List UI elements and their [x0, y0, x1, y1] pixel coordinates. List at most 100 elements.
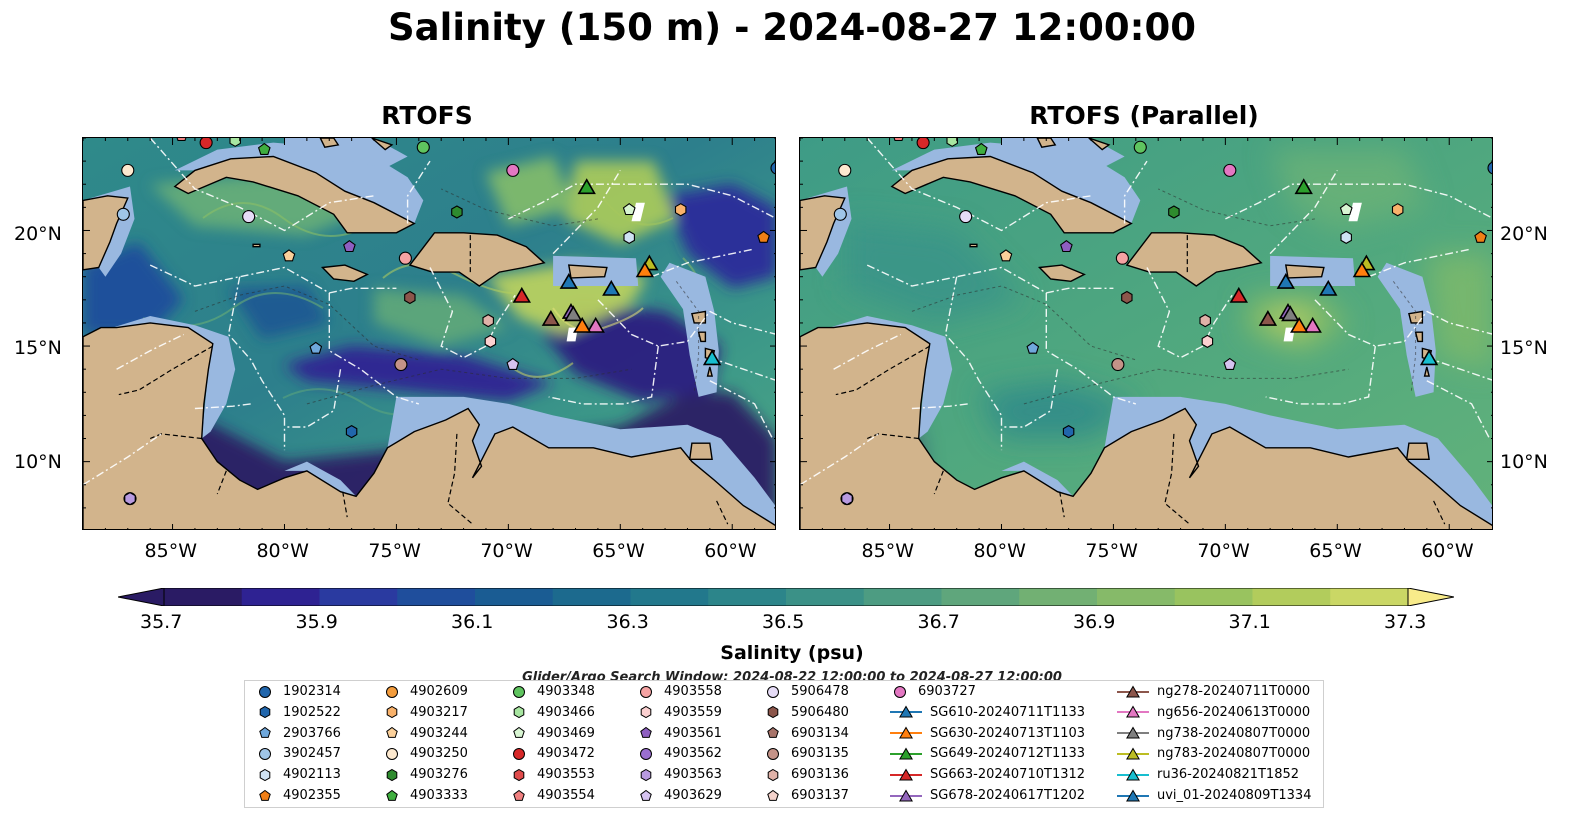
legend-marker-hexagon-icon [513, 706, 525, 719]
lat-tick-right-0: 20°N [1500, 223, 1548, 245]
colorbar [118, 588, 1454, 606]
marker-4903554 [893, 138, 904, 142]
marker-1902314 [1487, 161, 1492, 175]
legend-item: ng783-20240807T0000 [1117, 743, 1310, 764]
marker-6903727 [506, 163, 520, 177]
eez-boundary [284, 369, 342, 428]
colorbar-bin [241, 588, 320, 606]
colorbar-bin [1097, 588, 1176, 606]
panel-title-right: RTOFS (Parallel) [1029, 101, 1259, 130]
legend-label: SG663-20240710T1312 [930, 767, 1086, 783]
land-cuba [890, 155, 1133, 234]
legend-item: uvi_01-20240809T1334 [1117, 785, 1311, 806]
legend-marker-circle-icon [767, 685, 779, 698]
land-hisp [408, 232, 546, 287]
marker-4902355 [1474, 230, 1487, 243]
lon-tick-left-2: 75°W [368, 540, 421, 562]
legend-marker-hexagon-icon [513, 768, 525, 781]
marker-4903333 [974, 142, 988, 155]
bathymetry-contour [440, 188, 598, 227]
legend-label: ng278-20240711T0000 [1157, 684, 1311, 699]
marker-4903558 [1115, 251, 1129, 265]
marker-5906480 [404, 290, 416, 305]
legend-marker-triangle-icon [1117, 705, 1149, 718]
legend-item: 4903348 [509, 681, 595, 702]
colorbar-bin [164, 588, 243, 606]
legend-marker-circle-icon [259, 685, 271, 698]
legend-label: 4903466 [537, 704, 595, 720]
lon-tick-left-4: 65°W [592, 540, 645, 562]
marker-4903561 [343, 240, 356, 253]
legend-item: 4903561 [636, 723, 722, 744]
eez-boundary [548, 346, 659, 405]
marker-2903766 [309, 341, 323, 354]
colorbar-tick-0: 35.7 [140, 611, 183, 633]
colorbar-bin [863, 588, 942, 606]
legend-marker-circle-icon [767, 747, 779, 760]
legend-item: 4902113 [255, 764, 341, 785]
shelf-area [83, 186, 135, 277]
eez-boundary [149, 138, 375, 232]
legend-marker-triangle-icon [890, 705, 922, 718]
marker-ng738-20240807T0000 [564, 305, 583, 322]
map-panel-rtofs-parallel[interactable] [799, 137, 1493, 530]
land-central [83, 322, 775, 529]
legend-label: 4903333 [410, 788, 468, 803]
eez-boundary [116, 333, 185, 370]
lon-tick-right-1: 80°W [973, 540, 1026, 562]
eez-boundary [429, 267, 516, 359]
country-border [1059, 491, 1065, 518]
marker-4902113 [623, 230, 635, 245]
marker-4903472 [916, 138, 930, 150]
legend-item: 4903562 [636, 743, 722, 764]
legend-label: 1902522 [283, 704, 341, 720]
legend-marker-hexagon-icon [767, 768, 779, 781]
bathymetry-contour [306, 368, 632, 405]
eez-boundary [149, 264, 397, 294]
lon-tick-left-3: 70°W [480, 540, 533, 562]
legend-label: 6903727 [918, 684, 976, 699]
map-panel-rtofs[interactable] [82, 137, 776, 530]
legend-label: ng738-20240807T0000 [1157, 725, 1311, 741]
legend-item: ng738-20240807T0000 [1117, 723, 1310, 744]
legend-label: 4903244 [410, 725, 468, 741]
marker-4903563 [124, 491, 136, 506]
legend-label: 6903134 [791, 725, 849, 741]
legend-item: 5906478 [763, 681, 849, 702]
land-pr [567, 264, 608, 279]
data-gap [1348, 202, 1362, 222]
legend-label: 4903217 [410, 704, 468, 720]
legend-item: 2903766 [255, 723, 341, 744]
legend-label: 5906480 [791, 704, 849, 720]
colorbar-tick-1: 35.9 [295, 611, 338, 633]
country-border [342, 491, 348, 518]
eez-boundary [911, 403, 968, 410]
legend-label: 4903472 [537, 746, 595, 762]
legend-item: 4903629 [636, 785, 722, 806]
legend-marker-triangle-icon [890, 726, 922, 739]
marker-1902522 [1062, 424, 1075, 439]
marker-4903629 [1223, 357, 1237, 370]
map-svg-rtofs-parallel [800, 138, 1492, 529]
eez-boundary [227, 276, 286, 451]
legend-marker-hexagon-icon [640, 768, 652, 781]
marker-4903629 [506, 357, 520, 370]
legend-marker-triangle-icon [890, 768, 922, 781]
legend-item: 6903135 [763, 743, 849, 764]
marker-4903276 [451, 205, 463, 219]
marker-3902457 [833, 207, 847, 221]
land-central [800, 322, 1492, 529]
marker-4903469 [1339, 203, 1353, 216]
eez-boundary [552, 170, 621, 255]
legend-label: 6903136 [791, 767, 849, 783]
legend-marker-circle-icon [894, 685, 906, 698]
legend-item: 6903134 [763, 723, 849, 744]
land-pr [1284, 264, 1325, 279]
marker-ng278-20240711T0000 [1258, 310, 1278, 326]
legend-marker-pentagon-icon [640, 726, 652, 738]
legend-item: 4903466 [509, 702, 595, 723]
legend-item: 4903472 [509, 743, 595, 764]
marker-4903217 [674, 203, 687, 217]
marker-6903727 [1223, 163, 1237, 177]
legend-marker-triangle-icon [890, 789, 922, 801]
